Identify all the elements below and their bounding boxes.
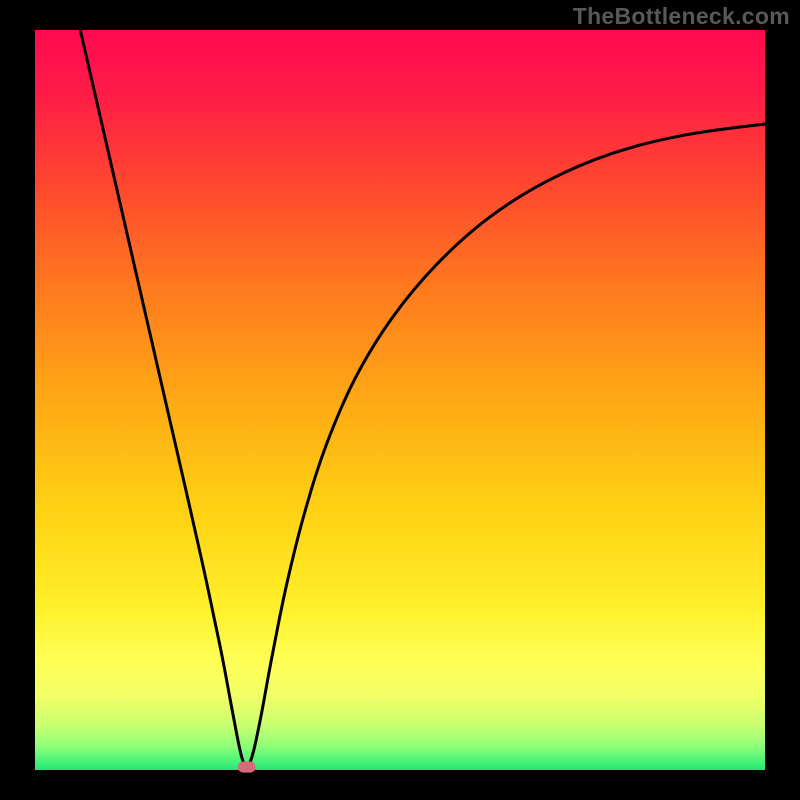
bottleneck-chart (0, 0, 800, 800)
notch-marker (238, 761, 256, 772)
chart-frame: TheBottleneck.com (0, 0, 800, 800)
watermark-text: TheBottleneck.com (573, 3, 790, 30)
